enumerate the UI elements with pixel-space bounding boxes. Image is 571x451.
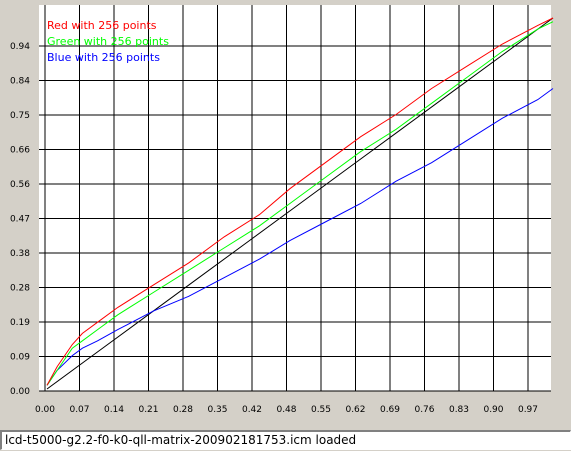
y-tick-label: 0.09 [10, 353, 30, 363]
x-tick-label: 0.62 [345, 405, 365, 415]
series-line-1 [46, 17, 554, 386]
x-tick-label: 0.00 [35, 405, 55, 415]
reference-line [46, 17, 554, 390]
legend-entry: Red with 256 points [47, 19, 157, 32]
series-layer [46, 17, 554, 390]
x-tick-label: 0.97 [518, 405, 538, 415]
y-tick-label: 0.84 [10, 77, 30, 87]
x-tick-label: 0.76 [414, 405, 434, 415]
legend-entry: Blue with 256 points [47, 51, 160, 64]
y-tick-label: 0.66 [10, 146, 30, 156]
y-tick-label: 0.28 [10, 284, 30, 294]
y-axis-ticks: 0.00 0.09 0.19 0.28 0.38 0.47 0.56 0.66 0.75 0.84… [10, 42, 30, 397]
legend: Red with 256 points Green with 256 points… [47, 19, 169, 64]
x-tick-label: 0.69 [380, 405, 400, 415]
status-bar: lcd-t5000-g2.2-f0-k0-qll-matrix-20090218… [0, 430, 571, 450]
x-tick-label: 0.48 [276, 405, 296, 415]
y-tick-label: 0.38 [10, 249, 30, 259]
x-tick-label: 0.83 [449, 405, 469, 415]
plot-svg: 0.00 0.07 0.14 0.21 0.28 0.35 0.42 0.48 0.55 0.62… [10, 5, 554, 415]
x-axis-ticks: 0.00 0.07 0.14 0.21 0.28 0.35 0.42 0.48 0.55 0.62… [35, 405, 538, 415]
x-tick-label: 0.55 [311, 405, 331, 415]
y-tick-label: 0.56 [10, 180, 30, 190]
x-tick-label: 0.14 [104, 405, 124, 415]
grid [39, 5, 551, 392]
series-line-3 [46, 88, 554, 386]
x-tick-label: 0.90 [483, 405, 503, 415]
series-line-2 [46, 21, 554, 386]
x-tick-label: 0.21 [138, 405, 158, 415]
y-tick-label: 0.75 [10, 111, 30, 121]
y-tick-label: 0.94 [10, 42, 30, 52]
x-tick-label: 0.42 [242, 405, 262, 415]
x-tick-label: 0.35 [207, 405, 227, 415]
x-tick-label: 0.07 [69, 405, 89, 415]
y-tick-label: 0.19 [10, 318, 30, 328]
x-tick-label: 0.28 [173, 405, 193, 415]
y-tick-label: 0.00 [10, 387, 30, 397]
y-tick-label: 0.47 [10, 215, 30, 225]
curve-plot: 0.00 0.07 0.14 0.21 0.28 0.35 0.42 0.48 0.55 0.62… [9, 5, 554, 415]
legend-entry: Green with 256 points [47, 35, 169, 48]
